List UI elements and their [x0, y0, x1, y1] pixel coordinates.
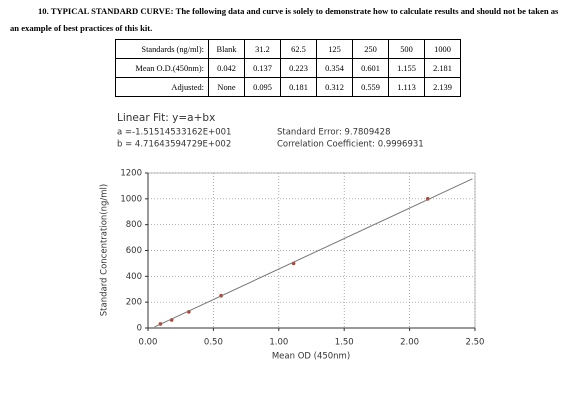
row-header: Adjusted: — [115, 77, 209, 97]
table-cell: 0.559 — [352, 77, 389, 97]
y-axis-title: Standard Concentration(ng/ml) — [100, 184, 110, 316]
x-tick-label: 2.00 — [400, 338, 419, 348]
plot-frame — [147, 172, 476, 329]
y-tick-label: 200 — [126, 298, 142, 308]
heading-text: The following data and curve is solely t… — [10, 6, 559, 33]
table-row: Adjusted: None 0.095 0.181 0.312 0.559 1.113 2.… — [115, 77, 461, 97]
table-cell: 2.139 — [424, 77, 461, 97]
heading: 10. TYPICAL STANDARD CURVE: The followin… — [10, 3, 562, 37]
standards-table: Standards (ng/ml): Blank 31.2 62.5 125 250 500… — [115, 39, 461, 97]
y-tick-label: 800 — [126, 220, 142, 230]
y-tick-label: 0 — [137, 324, 142, 334]
x-tick-label: 0.50 — [204, 338, 223, 348]
y-tick-label: 600 — [126, 246, 142, 256]
y-tick-label: 1000 — [120, 194, 142, 204]
chart-title: Linear Fit: y=a+bx — [117, 112, 215, 124]
x-axis-title: Mean OD (450nm) — [272, 352, 350, 362]
annotation: a =-1.51514533162E+001 — [117, 128, 231, 138]
fit-line — [154, 178, 473, 328]
x-tick-label: 1.50 — [335, 338, 354, 348]
y-tick-label: 400 — [126, 272, 142, 282]
annotation: Standard Error: 9.7809428 — [277, 128, 390, 138]
table-row: Mean O.D.(450nm): 0.042 0.137 0.223 0.354 0.6… — [115, 58, 461, 78]
heading-label: 10. TYPICAL STANDARD CURVE: — [38, 6, 174, 16]
x-tick-label: 2.50 — [466, 338, 485, 348]
y-tick-label: 1200 — [120, 169, 142, 179]
x-tick-label: 1.00 — [269, 338, 288, 348]
x-tick-label: 0.00 — [139, 338, 158, 348]
annotation: Correlation Coefficient: 0.9996931 — [277, 140, 424, 150]
annotation: b = 4.71643594729E+002 — [117, 140, 231, 150]
